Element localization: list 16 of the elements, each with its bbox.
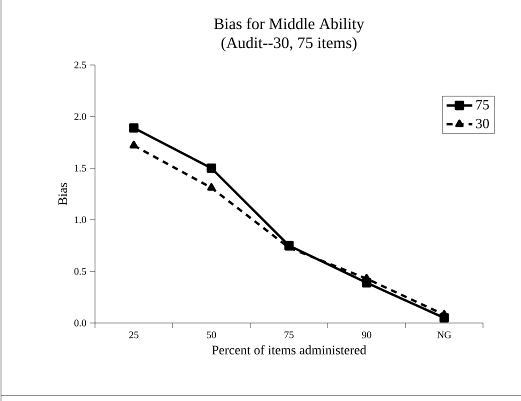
x-axis-title: Percent of items administered (212, 345, 366, 354)
y-tick-label: 1.5 (74, 164, 86, 172)
x-tick-label: 90 (362, 332, 372, 338)
x-tick-label: 75 (284, 332, 294, 338)
y-tick-label: 1.0 (74, 216, 86, 224)
x-tick-label: 25 (129, 332, 138, 338)
y-tick-label: 2.5 (74, 62, 86, 68)
y-tick-label: 2.0 (74, 113, 86, 120)
y-tick-label: 0.0 (74, 320, 86, 326)
legend-label: 30 (476, 118, 489, 128)
x-tick-label: NG (437, 332, 452, 338)
x-tick-label: 50 (206, 332, 216, 338)
y-tick-label: 0.5 (74, 268, 86, 275)
y-axis-title: Bias (58, 182, 68, 206)
legend-label: 75 (476, 100, 489, 110)
chart-title: Bias for Middle Ability (Audit--30, 75 items) (214, 18, 364, 52)
